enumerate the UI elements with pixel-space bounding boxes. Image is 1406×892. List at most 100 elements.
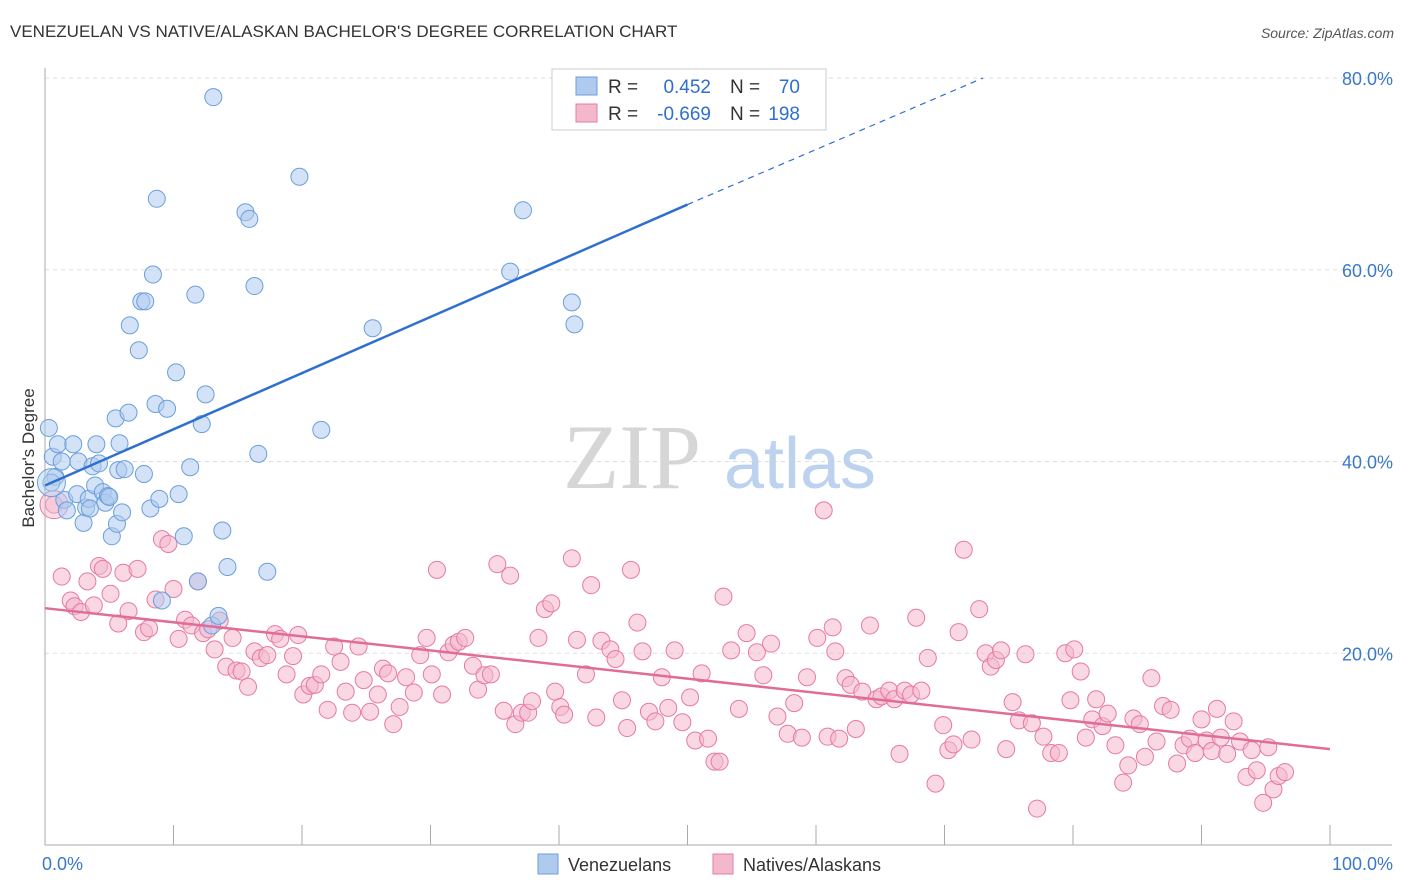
- natives-point: [433, 685, 452, 704]
- natives-point: [970, 600, 989, 619]
- venezuelans-point: [158, 399, 177, 418]
- natives-point: [164, 580, 183, 599]
- natives-point: [762, 634, 781, 653]
- natives-point: [417, 628, 436, 647]
- natives-point: [918, 649, 937, 668]
- natives-point: [621, 560, 640, 579]
- natives-point: [488, 555, 507, 574]
- natives-point: [729, 699, 748, 718]
- venezuelans-point: [152, 591, 171, 610]
- natives-point: [84, 596, 103, 615]
- natives-point: [1114, 773, 1133, 792]
- venezuelans-point: [501, 262, 520, 281]
- natives-point: [318, 700, 337, 719]
- natives-point: [646, 712, 665, 731]
- venezuelans-point: [363, 319, 382, 338]
- natives-point: [768, 707, 787, 726]
- natives-point: [1161, 700, 1180, 719]
- natives-point: [397, 668, 416, 687]
- venezuelans-point: [174, 527, 193, 546]
- axes: [44, 68, 1392, 846]
- natives-point: [343, 703, 362, 722]
- natives-point: [681, 688, 700, 707]
- natives-point: [232, 662, 251, 681]
- natives-point: [1076, 728, 1095, 747]
- natives-point: [223, 628, 242, 647]
- trend-line-venezuelans-extension: [687, 77, 984, 206]
- venezuelans-point: [134, 464, 153, 483]
- natives-point: [1106, 736, 1125, 755]
- natives-point: [890, 744, 909, 763]
- natives-point: [481, 665, 500, 684]
- y-axis-title: Bachelor's Degree: [19, 388, 38, 527]
- y-tick-label: 80.0%: [1342, 69, 1393, 89]
- trend-lines: [44, 77, 1331, 751]
- natives-point: [427, 560, 446, 579]
- venezuelans-point: [150, 489, 169, 508]
- venezuelans-point: [167, 363, 186, 382]
- natives-point: [390, 697, 409, 716]
- natives-point: [737, 624, 756, 643]
- natives-point: [529, 628, 548, 647]
- natives-point: [823, 618, 842, 637]
- r-label-1: R =: [608, 77, 638, 98]
- legend-swatch-venezuelans: [575, 76, 598, 96]
- natives-points: [39, 490, 1295, 818]
- natives-point: [284, 647, 303, 666]
- natives-point: [912, 681, 931, 700]
- watermark: ZIP atlas: [563, 406, 876, 508]
- natives-point: [52, 567, 71, 586]
- natives-point: [456, 628, 475, 647]
- venezuelans-points: [36, 88, 584, 635]
- natives-point: [1242, 741, 1261, 760]
- natives-point: [1065, 640, 1084, 659]
- natives-point: [1276, 763, 1295, 782]
- venezuelans-point: [52, 452, 71, 471]
- natives-point: [494, 701, 513, 720]
- natives-point: [792, 728, 811, 747]
- source-credit: Source: ZipAtlas.com: [1260, 25, 1394, 41]
- natives-point: [1049, 743, 1068, 762]
- natives-point: [714, 587, 733, 606]
- venezuelans-point: [80, 499, 99, 518]
- stats-legend: R = 0.452 N = 70 R = -0.669 N = 198: [551, 68, 827, 131]
- venezuelans-point: [64, 435, 83, 454]
- venezuelans-point: [87, 435, 106, 454]
- natives-point: [1254, 793, 1273, 812]
- y-tick-label: 20.0%: [1342, 644, 1393, 664]
- axis-labels: 20.0% 40.0% 60.0% 80.0% 0.0% 100.0% Bachelor's…: [19, 69, 1393, 874]
- natives-point: [633, 642, 652, 661]
- natives-point: [814, 501, 833, 520]
- natives-point: [1003, 693, 1022, 712]
- natives-point: [1098, 704, 1117, 723]
- natives-point: [1224, 712, 1243, 731]
- natives-point: [1168, 754, 1187, 773]
- natives-point: [699, 729, 718, 748]
- natives-point: [944, 735, 963, 754]
- natives-point: [747, 643, 766, 662]
- r-label-2: R =: [608, 104, 638, 125]
- venezuelans-point: [209, 606, 228, 625]
- watermark-zip: ZIP: [563, 406, 701, 508]
- n-value-natives: 198: [768, 104, 800, 125]
- trend-line-venezuelans: [44, 203, 689, 487]
- natives-point: [312, 665, 331, 684]
- venezuelans-point: [181, 458, 200, 477]
- natives-point: [159, 534, 178, 553]
- natives-point: [1142, 669, 1161, 688]
- natives-point: [101, 584, 120, 603]
- natives-point: [336, 682, 355, 701]
- r-value-venezuelans: 0.452: [663, 77, 711, 98]
- natives-point: [277, 665, 296, 684]
- venezuelans-point: [169, 485, 188, 504]
- venezuelans-point: [57, 501, 76, 520]
- natives-point: [853, 682, 872, 701]
- venezuelans-point: [186, 285, 205, 304]
- natives-point: [907, 608, 926, 627]
- natives-point: [93, 559, 112, 578]
- natives-point: [659, 698, 678, 717]
- natives-point: [1087, 690, 1106, 709]
- natives-point: [354, 671, 373, 690]
- venezuelans-point: [213, 521, 232, 540]
